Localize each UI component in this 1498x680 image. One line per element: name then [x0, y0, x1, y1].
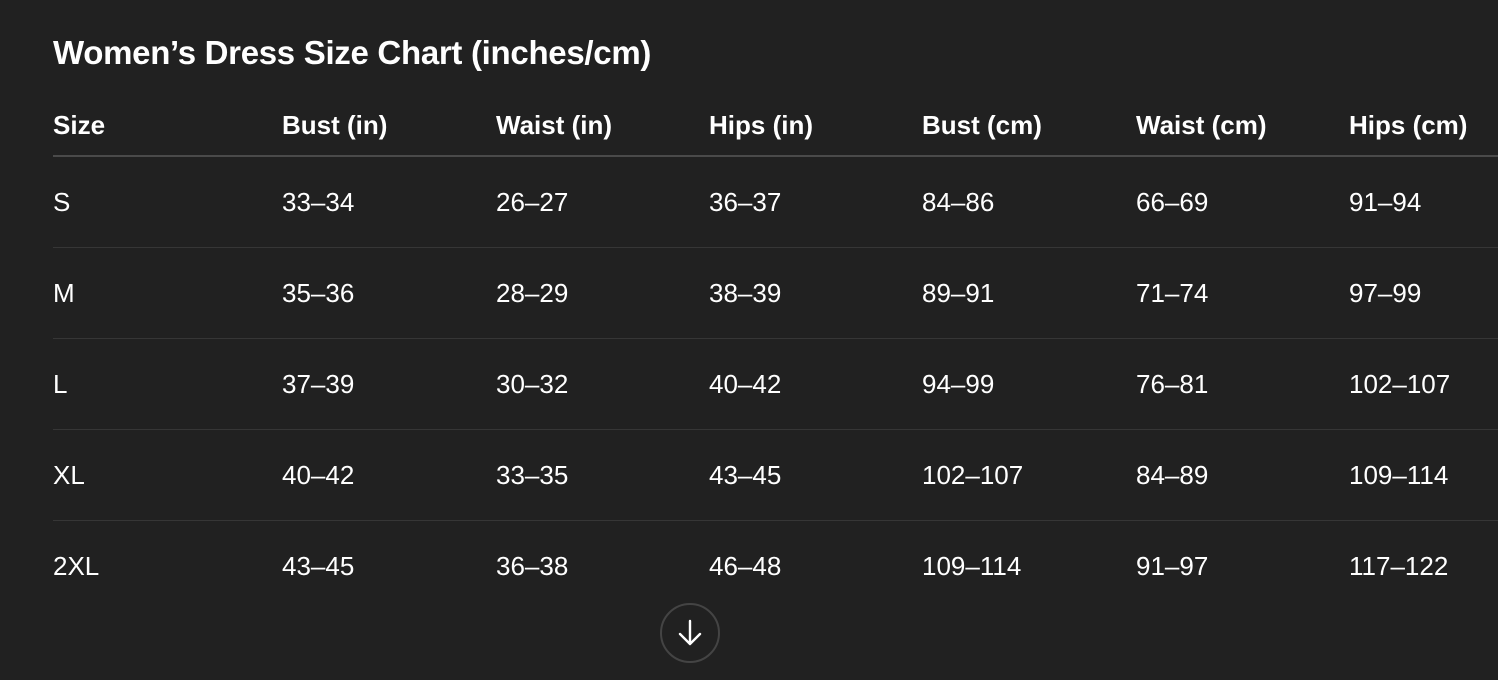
measurement-cell: 94–99	[922, 368, 995, 399]
size-cell: 2XL	[53, 550, 100, 581]
measurement-cell: 117–122	[1349, 550, 1449, 581]
measurement-cell: 71–74	[1136, 277, 1209, 308]
measurement-cell: 28–29	[496, 277, 569, 308]
column-header: Bust (in)	[282, 109, 388, 140]
measurement-cell: 46–48	[709, 550, 782, 581]
measurement-cell: 26–27	[496, 186, 569, 217]
table-header-row: Size Bust (in) Waist (in) Hips (in) Bust…	[53, 95, 1498, 157]
size-cell: M	[53, 277, 75, 308]
measurement-cell: 66–69	[1136, 186, 1209, 217]
scroll-down-button[interactable]	[660, 603, 720, 663]
measurement-cell: 37–39	[282, 368, 355, 399]
measurement-cell: 35–36	[282, 277, 355, 308]
table-row: XL 40–42 33–35 43–45 102–107 84–89 109–114	[53, 430, 1498, 521]
column-header: Hips (in)	[709, 109, 813, 140]
measurement-cell: 43–45	[709, 459, 782, 490]
size-chart-table: Size Bust (in) Waist (in) Hips (in) Bust…	[53, 95, 1498, 611]
measurement-cell: 33–34	[282, 186, 355, 217]
measurement-cell: 36–38	[496, 550, 569, 581]
measurement-cell: 33–35	[496, 459, 569, 490]
measurement-cell: 40–42	[282, 459, 355, 490]
size-cell: XL	[53, 459, 85, 490]
table-row: S 33–34 26–27 36–37 84–86 66–69 91–94	[53, 157, 1498, 248]
column-header: Size	[53, 109, 106, 140]
table-row: M 35–36 28–29 38–39 89–91 71–74 97–99	[53, 248, 1498, 339]
measurement-cell: 84–89	[1136, 459, 1209, 490]
size-cell: S	[53, 186, 71, 217]
measurement-cell: 109–114	[1349, 459, 1449, 490]
table-row: L 37–39 30–32 40–42 94–99 76–81 102–107	[53, 339, 1498, 430]
measurement-cell: 89–91	[922, 277, 995, 308]
measurement-cell: 76–81	[1136, 368, 1209, 399]
page-title: Women’s Dress Size Chart (inches/cm)	[53, 34, 652, 71]
column-header: Hips (cm)	[1349, 109, 1468, 140]
column-header: Waist (cm)	[1136, 109, 1267, 140]
measurement-cell: 97–99	[1349, 277, 1422, 308]
table-row: 2XL 43–45 36–38 46–48 109–114 91–97 117–122	[53, 521, 1498, 611]
measurement-cell: 91–97	[1136, 550, 1209, 581]
measurement-cell: 102–107	[1349, 368, 1451, 399]
column-header: Bust (cm)	[922, 109, 1042, 140]
measurement-cell: 30–32	[496, 368, 569, 399]
column-header: Waist (in)	[496, 109, 613, 140]
measurement-cell: 40–42	[709, 368, 782, 399]
measurement-cell: 102–107	[922, 459, 1024, 490]
measurement-cell: 84–86	[922, 186, 995, 217]
measurement-cell: 36–37	[709, 186, 782, 217]
measurement-cell: 38–39	[709, 277, 782, 308]
measurement-cell: 91–94	[1349, 186, 1422, 217]
measurement-cell: 43–45	[282, 550, 355, 581]
size-cell: L	[53, 368, 68, 399]
measurement-cell: 109–114	[922, 550, 1022, 581]
arrow-down-icon	[678, 619, 702, 646]
